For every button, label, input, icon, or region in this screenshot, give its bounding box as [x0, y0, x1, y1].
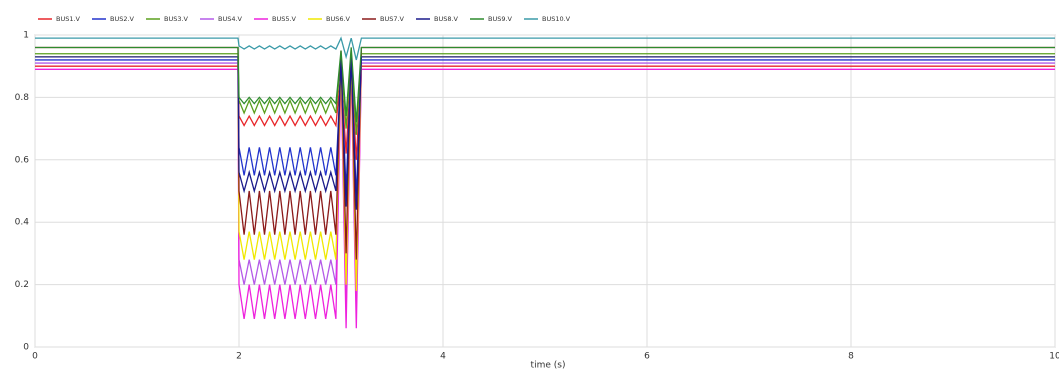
- series-line: [35, 56, 1055, 291]
- y-tick-label: 0.8: [15, 93, 30, 103]
- y-tick-label: 0.6: [15, 155, 30, 165]
- legend-label: BUS9.V: [488, 15, 513, 23]
- series-line: [35, 36, 1055, 61]
- y-tick-label: 1: [23, 31, 29, 41]
- legend-label: BUS1.V: [56, 15, 81, 23]
- series-line: [35, 53, 1055, 135]
- legend-label: BUS4.V: [218, 15, 243, 23]
- legend-label: BUS3.V: [164, 15, 189, 23]
- x-tick-label: 10: [1049, 352, 1059, 362]
- series-line: [35, 59, 1055, 198]
- legend-label: BUS10.V: [542, 15, 571, 23]
- x-tick-label: 2: [236, 352, 242, 362]
- series-line: [35, 46, 1055, 260]
- y-tick-label: 0: [23, 343, 29, 353]
- legend-label: BUS7.V: [380, 15, 405, 23]
- series-line: [35, 62, 1055, 310]
- series-line: [35, 46, 1055, 123]
- x-tick-label: 8: [848, 352, 854, 362]
- x-tick-label: 6: [644, 352, 650, 362]
- series-line: [35, 68, 1055, 329]
- legend-label: BUS6.V: [326, 15, 351, 23]
- plot-frame: [34, 34, 1056, 348]
- legend-label: BUS8.V: [434, 15, 459, 23]
- x-axis-label: time (s): [531, 361, 566, 371]
- y-tick-label: 0.2: [15, 280, 29, 290]
- series-line: [35, 56, 1055, 210]
- legend-label: BUS5.V: [272, 15, 297, 23]
- series-line: [35, 65, 1055, 160]
- y-tick-label: 0.4: [15, 218, 30, 228]
- legend-label: BUS2.V: [110, 15, 135, 23]
- x-tick-label: 4: [440, 352, 446, 362]
- x-tick-label: 0: [32, 352, 38, 362]
